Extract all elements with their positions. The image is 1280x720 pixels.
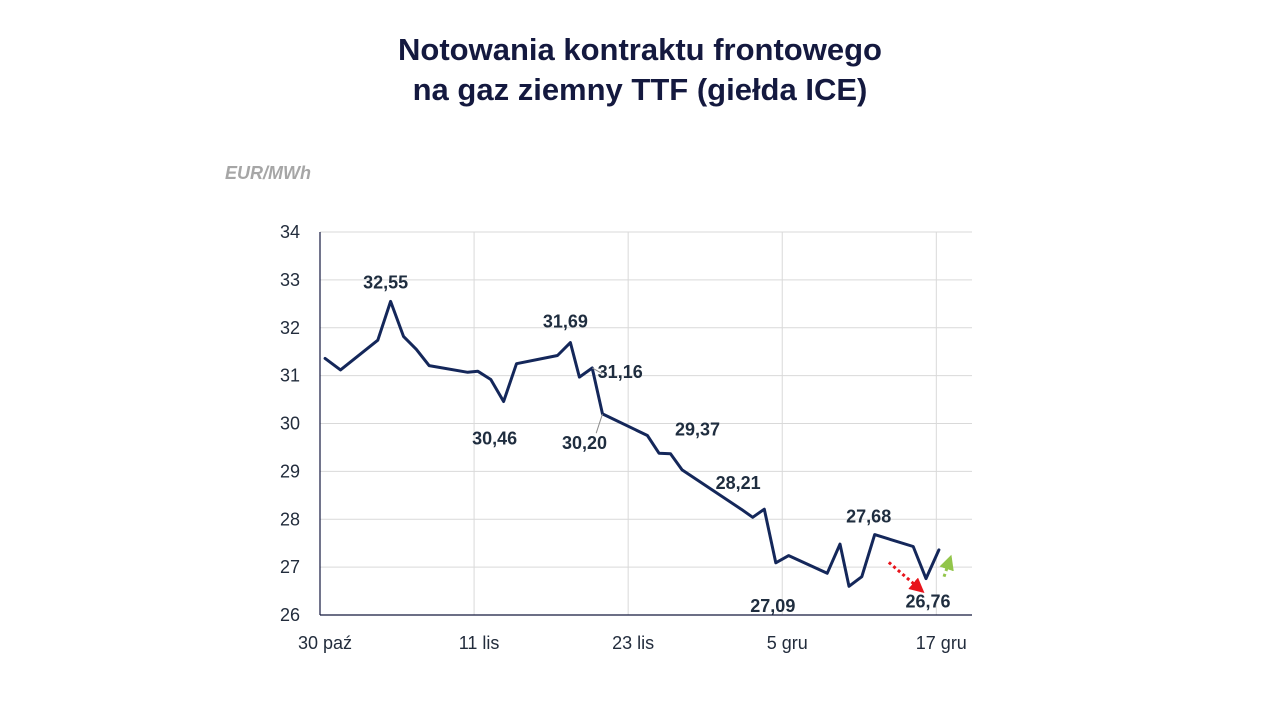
data-point [323,356,327,360]
data-label: 30,20 [562,433,607,453]
data-label: 26,76 [906,592,951,612]
x-tick-label: 11 lis [459,633,500,653]
y-tick-label: 30 [280,414,300,434]
data-label: 30,46 [472,428,517,448]
label-leader-line [591,367,603,374]
x-tick-label: 23 lis [612,633,654,653]
x-tick-label: 30 paź [298,633,352,653]
data-point [669,452,673,456]
data-point [739,507,743,511]
series-layer [323,299,941,588]
y-tick-label: 32 [280,318,300,338]
data-point [657,451,661,455]
data-point [937,548,941,552]
data-point [825,571,829,575]
data-point [476,369,480,373]
data-point [568,341,572,345]
data-point [556,354,560,358]
y-tick-label: 28 [280,509,300,529]
y-tick-label: 29 [280,461,300,481]
trend-arrow-down [887,561,925,594]
data-point [774,561,778,565]
data-point [466,370,470,374]
data-point [414,347,418,351]
data-label: 27,68 [846,507,891,527]
axes [319,232,972,616]
data-labels: 32,55 31,69 31,16 30,46 30,20 29,37 28,21 27,09… [363,272,950,615]
data-point [389,299,393,303]
data-point [376,338,380,342]
data-point [427,364,431,368]
data-point [645,433,649,437]
data-label: 28,21 [716,473,761,493]
data-point [924,577,928,581]
label-leader-line [595,413,603,434]
y-tick-label: 34 [280,222,300,242]
y-tick-label: 33 [280,270,300,290]
data-point [860,575,864,579]
trend-arrows [887,554,954,594]
data-point [762,507,766,511]
x-tick-label: 17 gru [916,633,967,653]
y-axis-ticks: 26 27 28 29 30 31 32 33 34 [280,222,300,625]
y-tick-label: 26 [280,605,300,625]
data-label: 29,37 [675,420,720,440]
data-label: 27,09 [750,596,795,616]
grid [320,231,972,615]
data-point [577,375,581,379]
data-point [847,584,851,588]
data-point [502,399,506,403]
y-tick-label: 31 [280,366,300,386]
data-point [514,362,518,366]
y-axis-unit-label: EUR/MWh [225,163,311,183]
chart-title: Notowania kontraktu frontowego na gaz zi… [0,30,1280,110]
series-line-ttf [323,299,941,588]
data-point [339,368,343,372]
data-point [838,542,842,546]
data-point [873,533,877,537]
x-tick-label: 5 gru [767,633,808,653]
data-point [911,545,915,549]
data-point [489,377,493,381]
data-point [401,334,405,338]
chart-title-line-1: Notowania kontraktu frontowego [398,32,882,67]
x-axis-ticks: 30 paź 11 lis 23 lis 5 gru 17 gru [298,633,967,653]
data-label: 32,55 [363,272,408,292]
data-label: 31,69 [543,312,588,332]
data-label: 31,16 [598,362,643,382]
data-point [787,554,791,558]
data-point [680,468,684,472]
chart-title-line-2: na gaz ziemny TTF (giełda ICE) [412,72,868,107]
y-tick-label: 27 [280,557,300,577]
data-point [751,515,755,519]
